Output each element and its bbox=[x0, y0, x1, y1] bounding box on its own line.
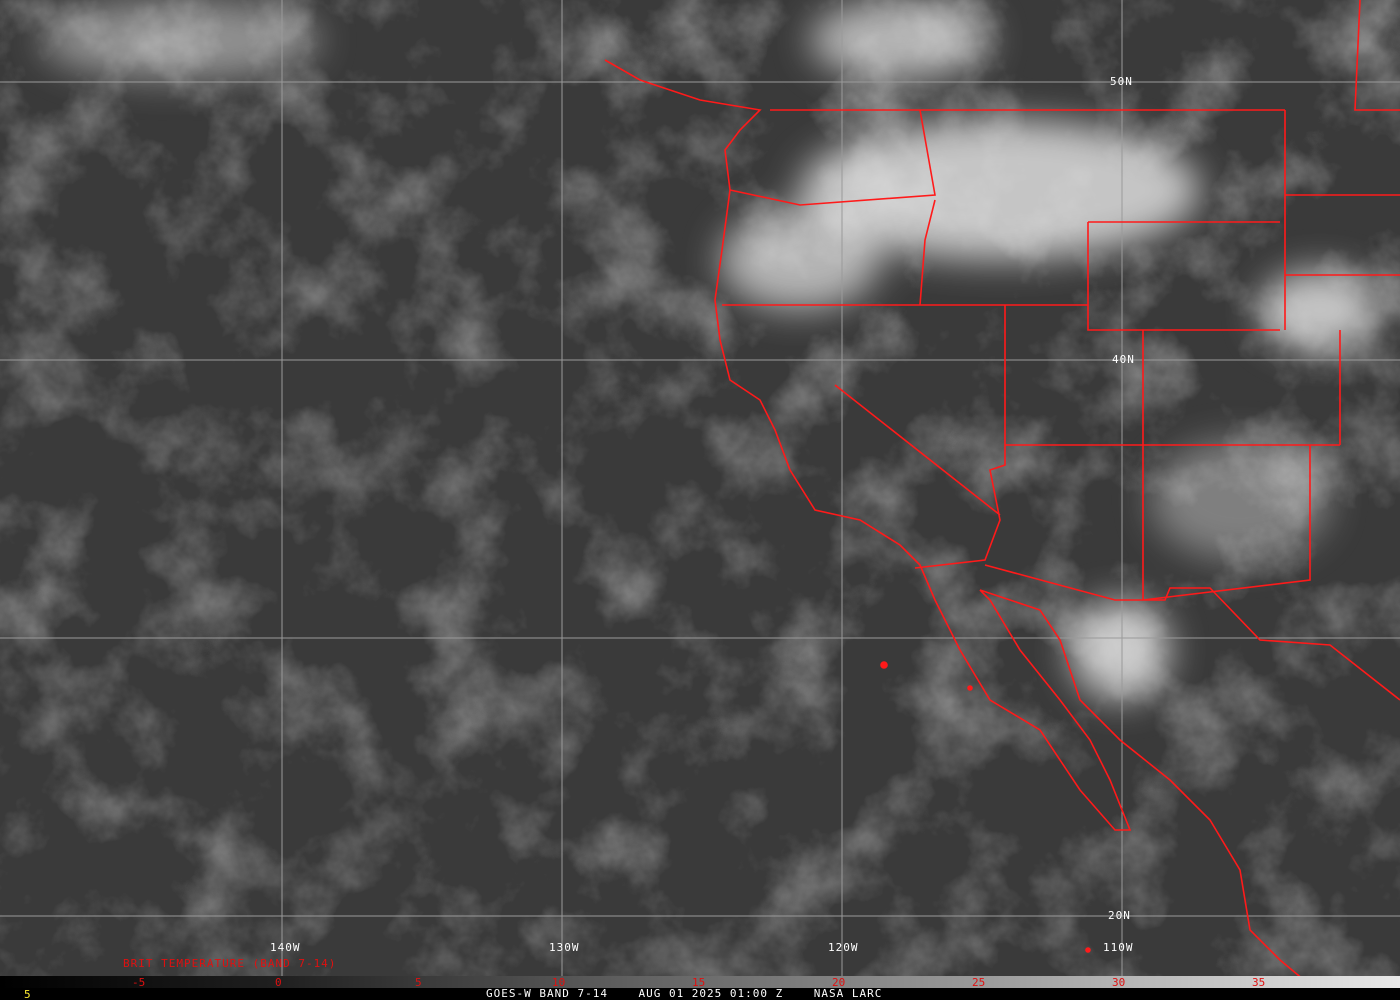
graticule bbox=[0, 0, 1400, 976]
lon-label-120w: 120W bbox=[828, 941, 859, 954]
colorbar-tick: 35 bbox=[1252, 976, 1266, 989]
lon-label-140w: 140W bbox=[270, 941, 301, 954]
colorbar-tick: 25 bbox=[972, 976, 986, 989]
political-borders bbox=[604, 0, 1400, 1000]
colorbar-tick: -5 bbox=[132, 976, 146, 989]
colorbar-tick: 30 bbox=[1112, 976, 1126, 989]
footer-bar bbox=[0, 988, 1400, 1000]
lat-label-20n: 20N bbox=[1108, 909, 1131, 922]
frame-number: 5 bbox=[24, 988, 31, 1000]
coastline bbox=[604, 59, 1361, 1000]
colorbar-tick: 5 bbox=[415, 976, 422, 989]
lat-label-40n: 40N bbox=[1112, 353, 1135, 366]
us-canada-border bbox=[770, 0, 1400, 330]
lon-label-110w: 110W bbox=[1103, 941, 1134, 954]
colorbar-tick: 0 bbox=[275, 976, 282, 989]
colorbar bbox=[0, 976, 1400, 988]
colorbar-tick: 20 bbox=[832, 976, 846, 989]
lon-label-130w: 130W bbox=[549, 941, 580, 954]
colorbar-tick: 10 bbox=[552, 976, 566, 989]
lat-label-50n: 50N bbox=[1110, 75, 1133, 88]
bright-clouds bbox=[40, 0, 1380, 700]
colorbar-tick: 15 bbox=[692, 976, 706, 989]
colorbar-title: BRIT TEMPERATURE (BAND 7-14) bbox=[123, 957, 337, 970]
state-borders bbox=[722, 109, 1400, 701]
product-caption: GOES-W BAND 7-14 AUG 01 2025 01:00 Z NAS… bbox=[486, 987, 883, 1000]
